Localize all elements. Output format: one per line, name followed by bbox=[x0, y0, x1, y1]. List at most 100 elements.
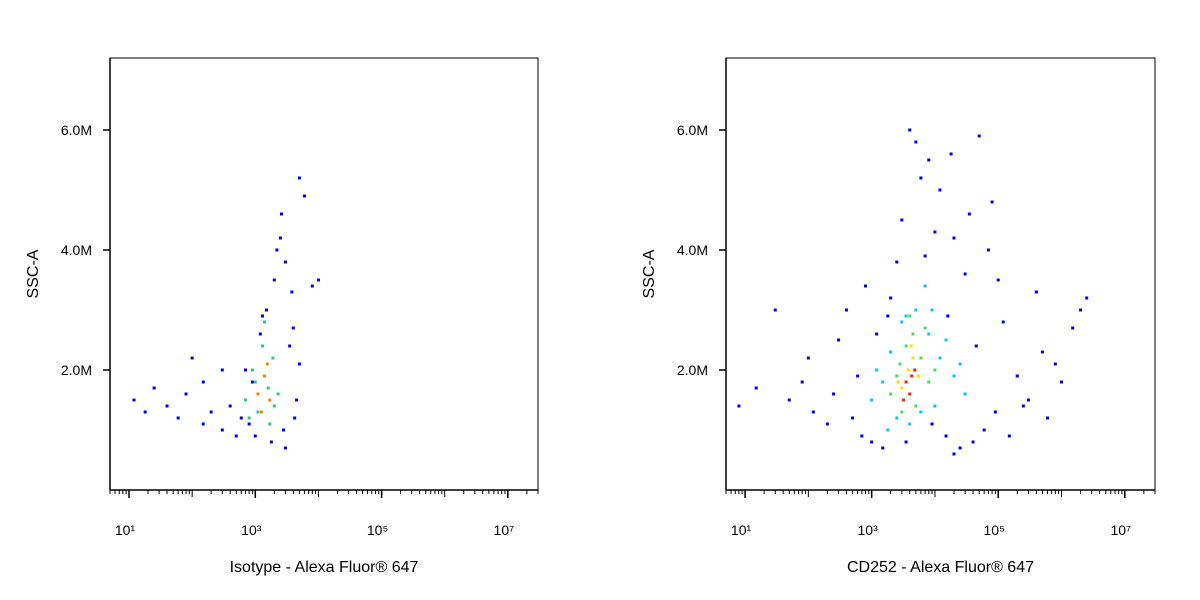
point bbox=[152, 386, 156, 390]
point bbox=[933, 368, 937, 372]
point bbox=[293, 416, 297, 420]
y-tick-label: 6.0M bbox=[61, 122, 92, 138]
point bbox=[974, 344, 978, 348]
point bbox=[958, 446, 962, 450]
point bbox=[247, 422, 251, 426]
x-tick-label: 10⁵ bbox=[367, 522, 388, 538]
point bbox=[1001, 320, 1005, 324]
point bbox=[900, 410, 904, 414]
point bbox=[250, 380, 254, 384]
point bbox=[1079, 308, 1083, 312]
point bbox=[904, 380, 908, 384]
point bbox=[1085, 296, 1089, 300]
point bbox=[946, 314, 950, 318]
point bbox=[938, 188, 942, 192]
point bbox=[297, 362, 301, 366]
point bbox=[290, 290, 294, 294]
point bbox=[773, 308, 777, 312]
x-tick-label: 10⁷ bbox=[1110, 522, 1131, 538]
point bbox=[259, 410, 263, 414]
x-axis-label: Isotype - Alexa Fluor® 647 bbox=[230, 559, 419, 576]
point bbox=[996, 278, 1000, 282]
point bbox=[952, 452, 956, 456]
point bbox=[143, 410, 147, 414]
point bbox=[258, 332, 262, 336]
point bbox=[900, 320, 904, 324]
point bbox=[272, 278, 276, 282]
point bbox=[201, 422, 205, 426]
point bbox=[1007, 434, 1011, 438]
point bbox=[291, 326, 295, 330]
point bbox=[914, 404, 918, 408]
x-tick-label: 10³ bbox=[858, 522, 879, 538]
point bbox=[165, 404, 169, 408]
point bbox=[963, 392, 967, 396]
point bbox=[908, 392, 912, 396]
x-tick-label: 10³ bbox=[241, 522, 262, 538]
point bbox=[952, 236, 956, 240]
point bbox=[856, 374, 860, 378]
point bbox=[268, 422, 272, 426]
point bbox=[275, 248, 279, 252]
point bbox=[832, 392, 836, 396]
point bbox=[911, 356, 915, 360]
point bbox=[914, 140, 918, 144]
point bbox=[283, 446, 287, 450]
point bbox=[844, 308, 848, 312]
point bbox=[895, 374, 899, 378]
point bbox=[909, 344, 913, 348]
point bbox=[295, 398, 299, 402]
point bbox=[220, 368, 224, 372]
point bbox=[176, 416, 180, 420]
point bbox=[201, 380, 205, 384]
point bbox=[938, 356, 942, 360]
point bbox=[916, 374, 920, 378]
point bbox=[914, 308, 918, 312]
point bbox=[864, 284, 868, 288]
point bbox=[933, 404, 937, 408]
point bbox=[900, 218, 904, 222]
plot-frame bbox=[109, 57, 539, 491]
point bbox=[952, 374, 956, 378]
point bbox=[967, 212, 971, 216]
point bbox=[919, 410, 923, 414]
point bbox=[263, 320, 267, 324]
point bbox=[268, 398, 272, 402]
point bbox=[923, 254, 927, 258]
point bbox=[220, 428, 224, 432]
point bbox=[860, 434, 864, 438]
point bbox=[1045, 416, 1049, 420]
point bbox=[282, 428, 286, 432]
point bbox=[1053, 362, 1057, 366]
point bbox=[900, 386, 904, 390]
point bbox=[896, 380, 900, 384]
point bbox=[239, 416, 243, 420]
point bbox=[881, 446, 885, 450]
point bbox=[930, 308, 934, 312]
y-tick-label: 4.0M bbox=[61, 242, 92, 258]
point bbox=[993, 410, 997, 414]
point bbox=[266, 386, 270, 390]
point bbox=[247, 416, 251, 420]
point bbox=[265, 362, 269, 366]
y-tick-label: 4.0M bbox=[677, 242, 708, 258]
point bbox=[271, 356, 275, 360]
point bbox=[958, 362, 962, 366]
point bbox=[927, 158, 931, 162]
point bbox=[930, 422, 934, 426]
point bbox=[1040, 350, 1044, 354]
point bbox=[870, 398, 874, 402]
point bbox=[800, 380, 804, 384]
point bbox=[904, 440, 908, 444]
point bbox=[806, 356, 810, 360]
point bbox=[253, 380, 257, 384]
point bbox=[923, 284, 927, 288]
point bbox=[910, 374, 914, 378]
point bbox=[256, 410, 260, 414]
point bbox=[898, 362, 902, 366]
point bbox=[963, 272, 967, 276]
point bbox=[276, 392, 280, 396]
point bbox=[278, 236, 282, 240]
point bbox=[889, 392, 893, 396]
point bbox=[886, 314, 890, 318]
